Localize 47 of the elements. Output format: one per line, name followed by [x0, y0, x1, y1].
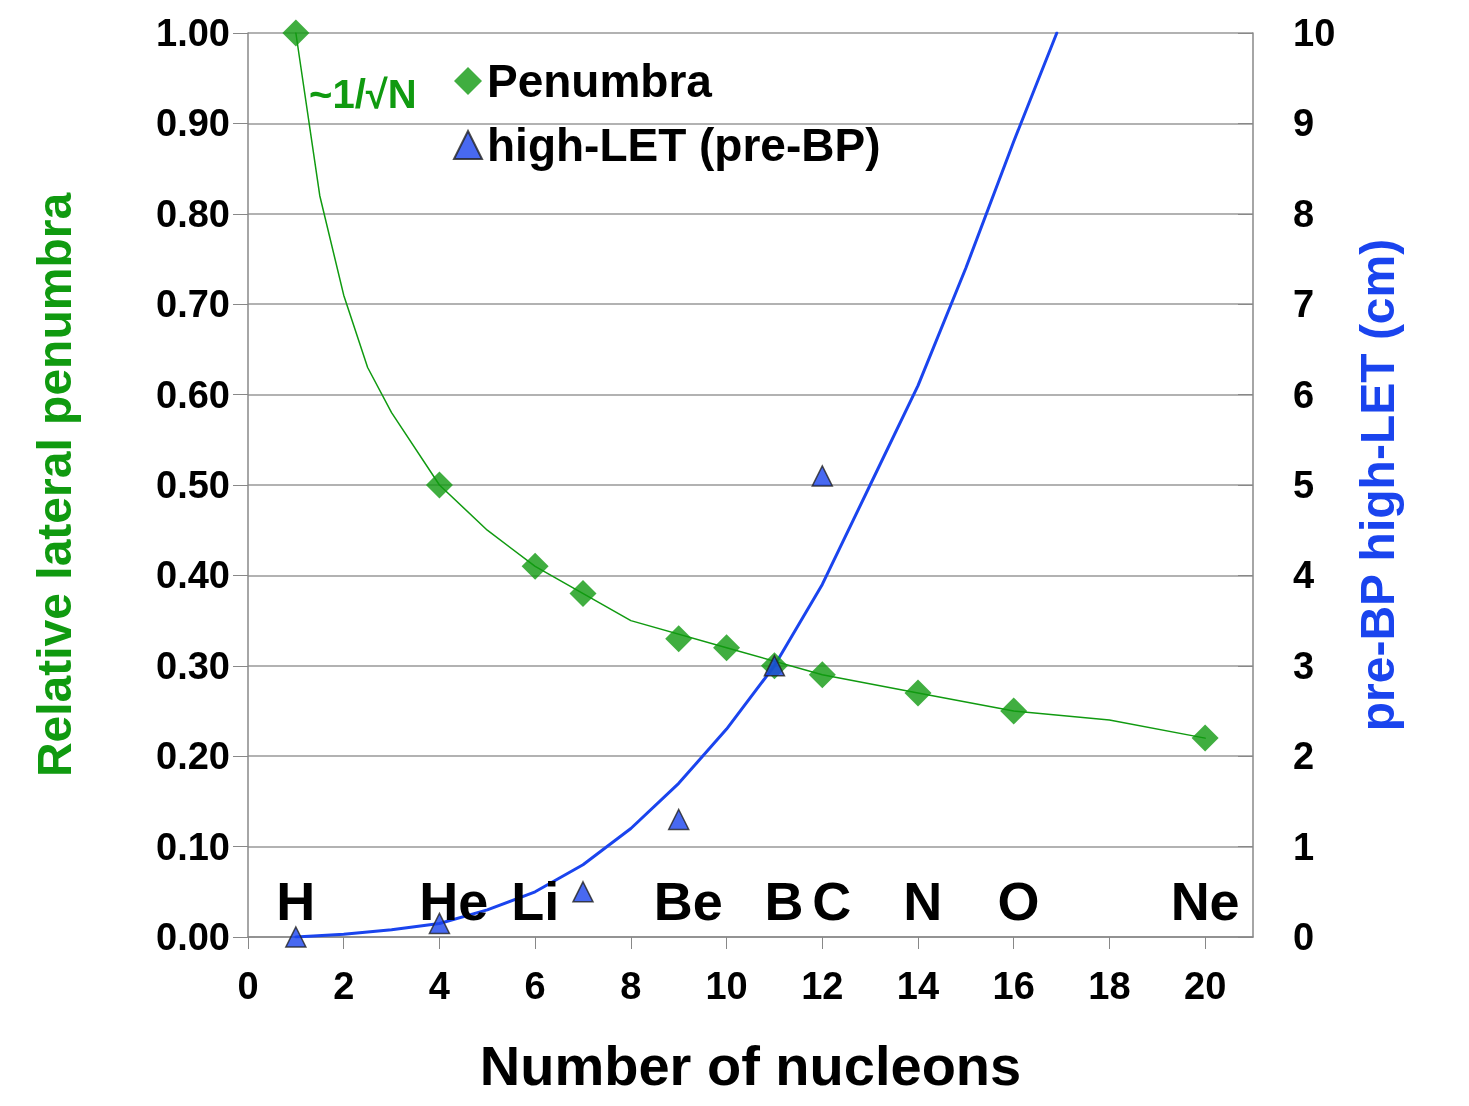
annotation: B [764, 870, 804, 931]
annotation: N [903, 870, 943, 931]
y2-axis-title: pre-BP high-LET (cm) [1350, 238, 1404, 732]
x-tick-label: 14 [896, 965, 940, 1007]
y2-tick-label: 5 [1293, 464, 1315, 506]
y2-tick-label: 3 [1293, 644, 1315, 687]
y-tick-label: 1.00 [156, 12, 230, 54]
x-tick-label: 0 [237, 965, 259, 1007]
legend-label: high-LET (pre-BP) [487, 119, 881, 171]
y-tick-label: 0.70 [156, 283, 230, 326]
x-tick-label: 12 [801, 965, 844, 1007]
y2-tick-label: 1 [1293, 825, 1315, 868]
x-tick-label: 10 [705, 965, 748, 1007]
annotation: Ne [1170, 870, 1240, 931]
x-tick-label: 16 [992, 965, 1035, 1007]
x-tick-label: 18 [1088, 965, 1131, 1007]
x-tick-label: 6 [524, 965, 546, 1007]
annotation: He [419, 870, 489, 931]
y-axis-title: Relative lateral penumbra [27, 192, 81, 778]
y2-tick-label: 7 [1293, 283, 1315, 326]
y2-tick-label: 8 [1293, 192, 1315, 235]
y-tick-label: 0.90 [156, 102, 230, 145]
annotation: C [812, 870, 852, 931]
y-tick-label: 0.80 [156, 192, 230, 235]
y-tick-label: 0.20 [156, 735, 230, 778]
y2-tick-label: 4 [1293, 554, 1315, 597]
y-tick-label: 0.60 [156, 373, 230, 416]
y-tick-label: 0.00 [156, 916, 230, 958]
y2-tick-label: 10 [1293, 12, 1336, 54]
y2-tick-label: 9 [1293, 102, 1315, 145]
x-tick-label: 2 [333, 965, 355, 1007]
y-tick-label: 0.40 [156, 554, 230, 597]
annotation: O [997, 870, 1040, 931]
y-tick-label: 0.50 [156, 464, 230, 506]
x-tick-label: 20 [1184, 965, 1227, 1007]
x-tick-label: 8 [620, 965, 642, 1007]
y-tick-label: 0.10 [156, 825, 230, 868]
y2-tick-label: 6 [1293, 373, 1315, 416]
legend-label: Penumbra [487, 55, 713, 107]
annotation: H [276, 870, 316, 931]
x-tick-label: 4 [428, 965, 450, 1007]
y2-tick-label: 2 [1293, 735, 1315, 778]
y-tick-label: 0.30 [156, 644, 230, 687]
annotation: ~1/√N [309, 72, 417, 117]
annotation: Be [653, 870, 723, 931]
y2-tick-label: 0 [1293, 916, 1315, 958]
x-axis-title: Number of nucleons [479, 1033, 1022, 1097]
